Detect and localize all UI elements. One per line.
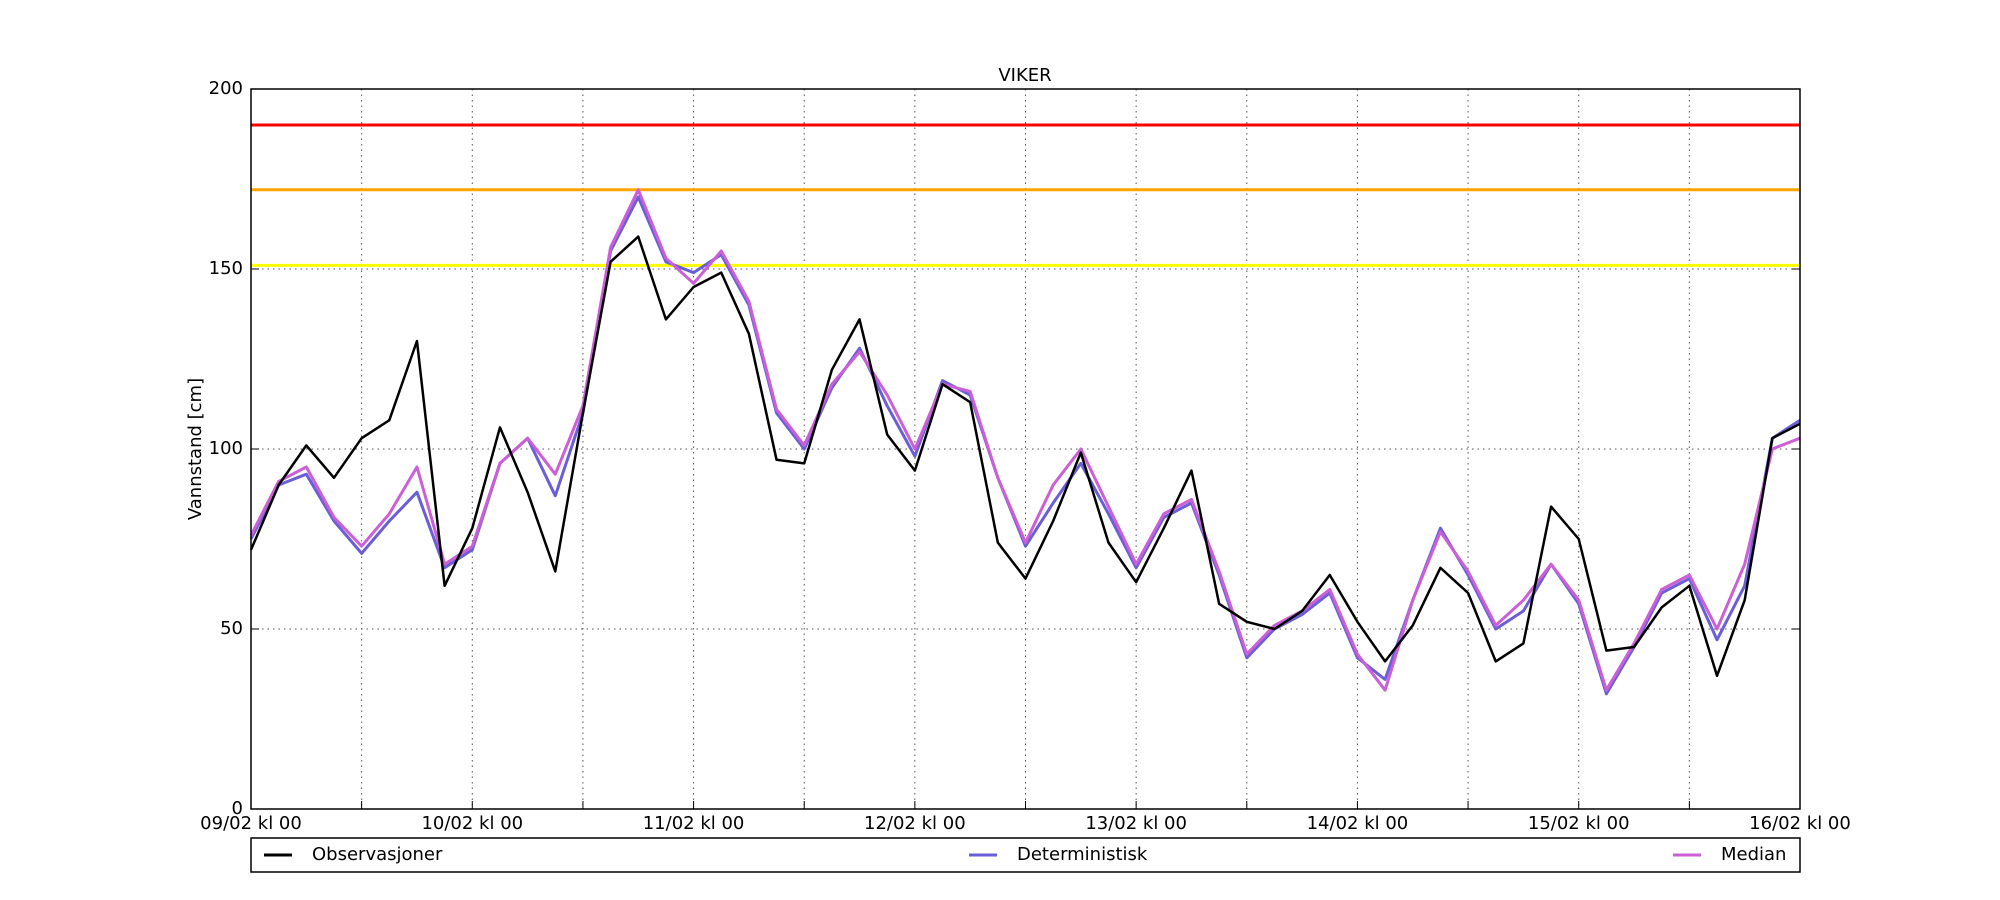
- y-tick-label: 50: [220, 618, 243, 639]
- x-tick-label: 10/02 kl 00: [421, 813, 523, 834]
- legend: [250, 837, 1801, 873]
- legend-label: Median: [1721, 844, 1786, 865]
- y-tick-label: 150: [209, 258, 243, 279]
- x-tick-label: 12/02 kl 00: [864, 813, 966, 834]
- plot-frame: [250, 88, 1801, 810]
- chart-title: VIKER: [998, 65, 1051, 86]
- x-tick-label: 11/02 kl 00: [643, 813, 745, 834]
- y-axis-label: Vannstand [cm]: [185, 378, 206, 520]
- x-tick-label: 15/02 kl 00: [1528, 813, 1630, 834]
- y-tick-label: 200: [209, 78, 243, 99]
- series-line: [249, 235, 1801, 678]
- series-line: [249, 188, 1801, 692]
- x-tick-label: 14/02 kl 00: [1307, 813, 1409, 834]
- y-tick-label: 0: [232, 798, 243, 819]
- y-tick-label: 100: [209, 438, 243, 459]
- x-tick-label: 13/02 kl 00: [1085, 813, 1187, 834]
- legend-label: Observasjoner: [312, 844, 443, 865]
- legend-label: Deterministisk: [1017, 844, 1148, 865]
- x-tick-label: 16/02 kl 00: [1749, 813, 1851, 834]
- x-tick-label: 09/02 kl 00: [200, 813, 302, 834]
